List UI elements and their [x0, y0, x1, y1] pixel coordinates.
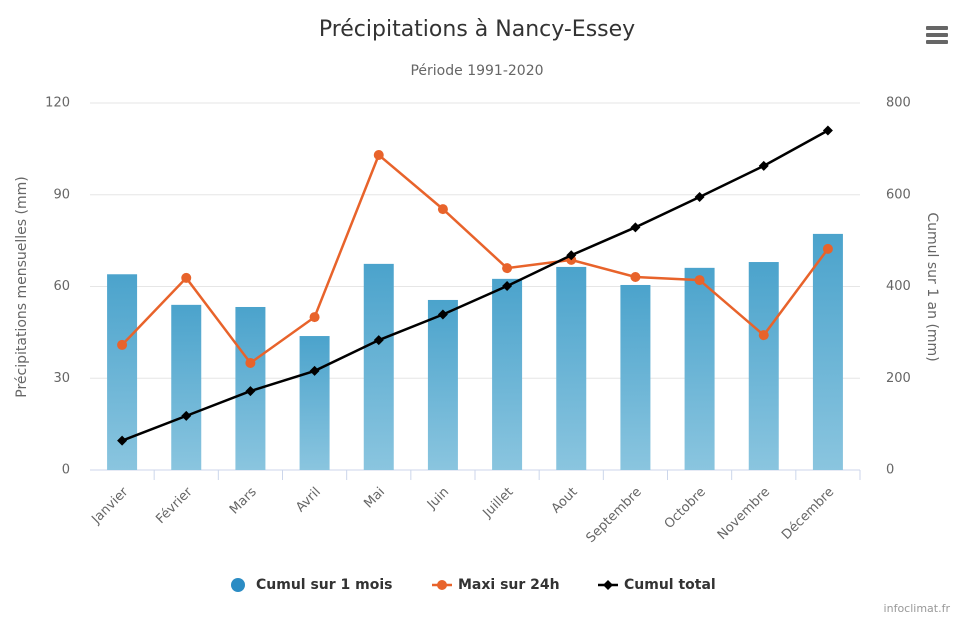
- x-tick-label: Septembre: [584, 485, 645, 546]
- y2-tick-label: 600: [886, 187, 911, 202]
- y2-tick-label: 400: [886, 279, 911, 294]
- point: [309, 312, 320, 323]
- point: [245, 386, 256, 397]
- point: [694, 192, 705, 203]
- bar: [492, 278, 523, 470]
- chart-title: Précipitations à Nancy-Essey: [319, 17, 635, 42]
- chart-subtitle: Période 1991-2020: [410, 63, 543, 79]
- point: [181, 272, 192, 283]
- point: [630, 272, 641, 283]
- x-tick-label: Janvier: [88, 484, 131, 527]
- point: [822, 243, 833, 254]
- x-tick-label: Juin: [424, 485, 452, 513]
- legend-symbol: [437, 580, 447, 590]
- bar: [620, 284, 651, 470]
- bar: [812, 233, 843, 470]
- x-tick-label: Avril: [293, 485, 324, 516]
- y-tick-label: 120: [45, 96, 70, 111]
- point: [437, 204, 448, 215]
- point: [758, 330, 769, 341]
- y2-tick-label: 200: [886, 371, 911, 386]
- bar: [684, 267, 715, 470]
- point: [373, 335, 384, 346]
- x-tick-label: Mars: [227, 485, 260, 518]
- credit: infoclimat.fr: [884, 602, 951, 615]
- point: [117, 339, 128, 350]
- point: [309, 365, 320, 376]
- x-tick-label: Mai: [361, 485, 388, 512]
- x-tick-label: Juillet: [480, 485, 517, 522]
- y2-axis-label: Cumul sur 1 an (mm): [924, 212, 940, 361]
- y-tick-label: 30: [53, 371, 70, 386]
- point: [694, 275, 705, 286]
- legend-label[interactable]: Cumul total: [624, 577, 716, 593]
- bar: [556, 266, 587, 470]
- y-tick-label: 0: [62, 463, 70, 478]
- x-tick-label: Octobre: [662, 485, 709, 532]
- y-axis-label: Précipitations mensuelles (mm): [14, 176, 30, 398]
- x-tick-label: Aout: [549, 485, 581, 517]
- legend-symbol: [603, 580, 613, 590]
- point: [758, 160, 769, 171]
- point: [822, 125, 833, 136]
- line: [121, 129, 829, 442]
- point: [373, 149, 384, 160]
- point: [502, 263, 513, 274]
- bar: [427, 299, 458, 470]
- point: [437, 309, 448, 320]
- bar: [299, 336, 330, 470]
- point: [566, 250, 577, 261]
- point: [245, 357, 256, 368]
- x-tick-label: Février: [153, 484, 196, 527]
- y2-tick-label: 0: [886, 463, 894, 478]
- point: [630, 222, 641, 233]
- point: [502, 281, 513, 292]
- legend-symbol: [231, 578, 245, 592]
- point: [117, 435, 128, 446]
- point: [181, 410, 192, 421]
- bar: [748, 262, 779, 470]
- bar: [363, 263, 394, 470]
- menu-button[interactable]: [926, 26, 948, 44]
- legend-label[interactable]: Maxi sur 24h: [458, 577, 560, 593]
- bar: [171, 304, 202, 470]
- x-tick-label: Décembre: [779, 485, 837, 543]
- y-tick-label: 60: [53, 279, 70, 294]
- y2-tick-label: 800: [886, 96, 911, 111]
- x-tick-label: Novembre: [715, 485, 773, 543]
- line: [121, 152, 829, 365]
- y-tick-label: 90: [53, 187, 70, 202]
- legend-label[interactable]: Cumul sur 1 mois: [256, 577, 393, 593]
